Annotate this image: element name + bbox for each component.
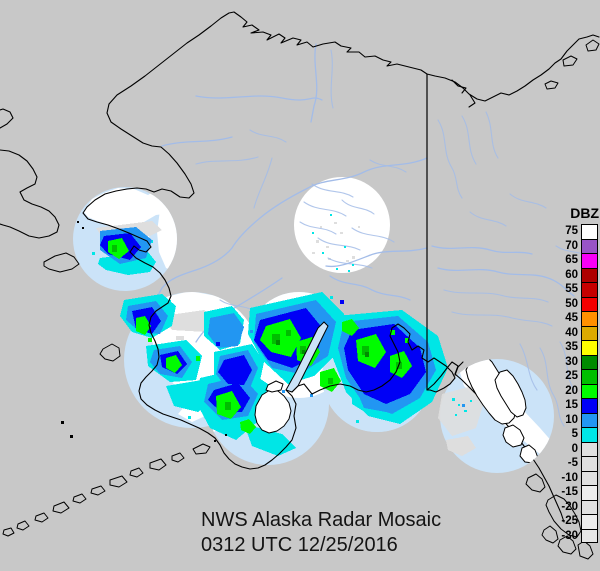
legend-row: 30 xyxy=(546,354,600,369)
legend-row: 10 xyxy=(546,412,600,427)
legend-color-swatch xyxy=(581,354,598,369)
legend-row: 45 xyxy=(546,311,600,326)
legend-value-label: 15 xyxy=(565,399,578,411)
legend-value-label: -20 xyxy=(561,500,578,513)
legend-row: 75 xyxy=(546,224,600,239)
legend-row: 20 xyxy=(546,383,600,398)
legend-color-swatch xyxy=(581,296,598,311)
legend-value-label: -30 xyxy=(561,529,578,542)
legend-color-swatch xyxy=(581,427,598,442)
legend-row: 70 xyxy=(546,238,600,253)
legend-row: 50 xyxy=(546,296,600,311)
legend-color-swatch xyxy=(581,398,598,413)
legend-row: -20 xyxy=(546,499,600,514)
legend-color-swatch xyxy=(581,224,598,239)
legend-value-label: 70 xyxy=(565,239,578,252)
legend-color-swatch xyxy=(581,340,598,355)
legend-color-swatch xyxy=(581,369,598,384)
caption: NWS Alaska Radar Mosaic 0312 UTC 12/25/2… xyxy=(201,508,441,558)
legend-value-label: -5 xyxy=(567,457,578,469)
legend-row: 40 xyxy=(546,325,600,340)
radar-echoes-30dbz xyxy=(276,340,369,357)
legend-color-swatch xyxy=(581,238,598,253)
legend-color-swatch xyxy=(581,456,598,471)
legend-row: -5 xyxy=(546,456,600,471)
legend-value-label: 40 xyxy=(565,326,578,339)
legend-value-label: -15 xyxy=(561,486,578,498)
legend-color-swatch xyxy=(581,267,598,282)
legend-color-swatch xyxy=(581,383,598,398)
legend-color-swatch xyxy=(581,412,598,427)
legend-value-label: 60 xyxy=(565,268,578,281)
legend-value-label: -25 xyxy=(561,515,578,527)
legend-value-label: 20 xyxy=(565,384,578,397)
legend-value-label: 0 xyxy=(571,442,578,455)
caption-title: NWS Alaska Radar Mosaic xyxy=(201,509,442,531)
legend-value-label: 75 xyxy=(565,225,578,237)
legend-rows: 75 70 65 60 55 50 45 40 35 30 25 20 15 10 5 0 -5 -10 -15 -2… xyxy=(546,224,600,543)
legend-row: 5 xyxy=(546,427,600,442)
legend-color-swatch xyxy=(581,499,598,514)
legend-color-swatch xyxy=(581,528,598,543)
legend-value-label: 5 xyxy=(571,428,578,440)
legend-value-label: 30 xyxy=(565,355,578,368)
legend-value-label: 50 xyxy=(565,297,578,310)
legend-row: 60 xyxy=(546,267,600,282)
dbz-legend: DBZ 75 70 65 60 55 50 45 40 35 30 25 20 15 10 5 0 -5 -10-… xyxy=(546,205,600,543)
legend-value-label: 45 xyxy=(565,312,578,324)
legend-value-label: 65 xyxy=(565,254,578,266)
legend-title: DBZ xyxy=(570,205,599,221)
legend-row: 65 xyxy=(546,253,600,268)
caption-timestamp: 0312 UTC 12/25/2016 xyxy=(201,534,398,556)
legend-color-swatch xyxy=(581,485,598,500)
legend-row: -25 xyxy=(546,514,600,529)
legend-color-swatch xyxy=(581,253,598,268)
legend-value-label: 10 xyxy=(565,413,578,426)
legend-value-label: 25 xyxy=(565,370,578,382)
legend-row: 15 xyxy=(546,398,600,413)
legend-value-label: 35 xyxy=(565,341,578,353)
legend-row: 25 xyxy=(546,369,600,384)
legend-color-swatch xyxy=(581,514,598,529)
coastlines xyxy=(0,11,600,560)
legend-row: 35 xyxy=(546,340,600,355)
legend-value-label: -10 xyxy=(561,471,578,484)
legend-row: -10 xyxy=(546,470,600,485)
legend-color-swatch xyxy=(581,441,598,456)
legend-color-swatch xyxy=(581,311,598,326)
legend-color-swatch xyxy=(581,470,598,485)
legend-color-swatch xyxy=(581,282,598,297)
legend-value-label: 55 xyxy=(565,283,578,295)
legend-row: 55 xyxy=(546,282,600,297)
legend-color-swatch xyxy=(581,325,598,340)
legend-row: -15 xyxy=(546,485,600,500)
legend-row: -30 xyxy=(546,528,600,543)
legend-row: 0 xyxy=(546,441,600,456)
